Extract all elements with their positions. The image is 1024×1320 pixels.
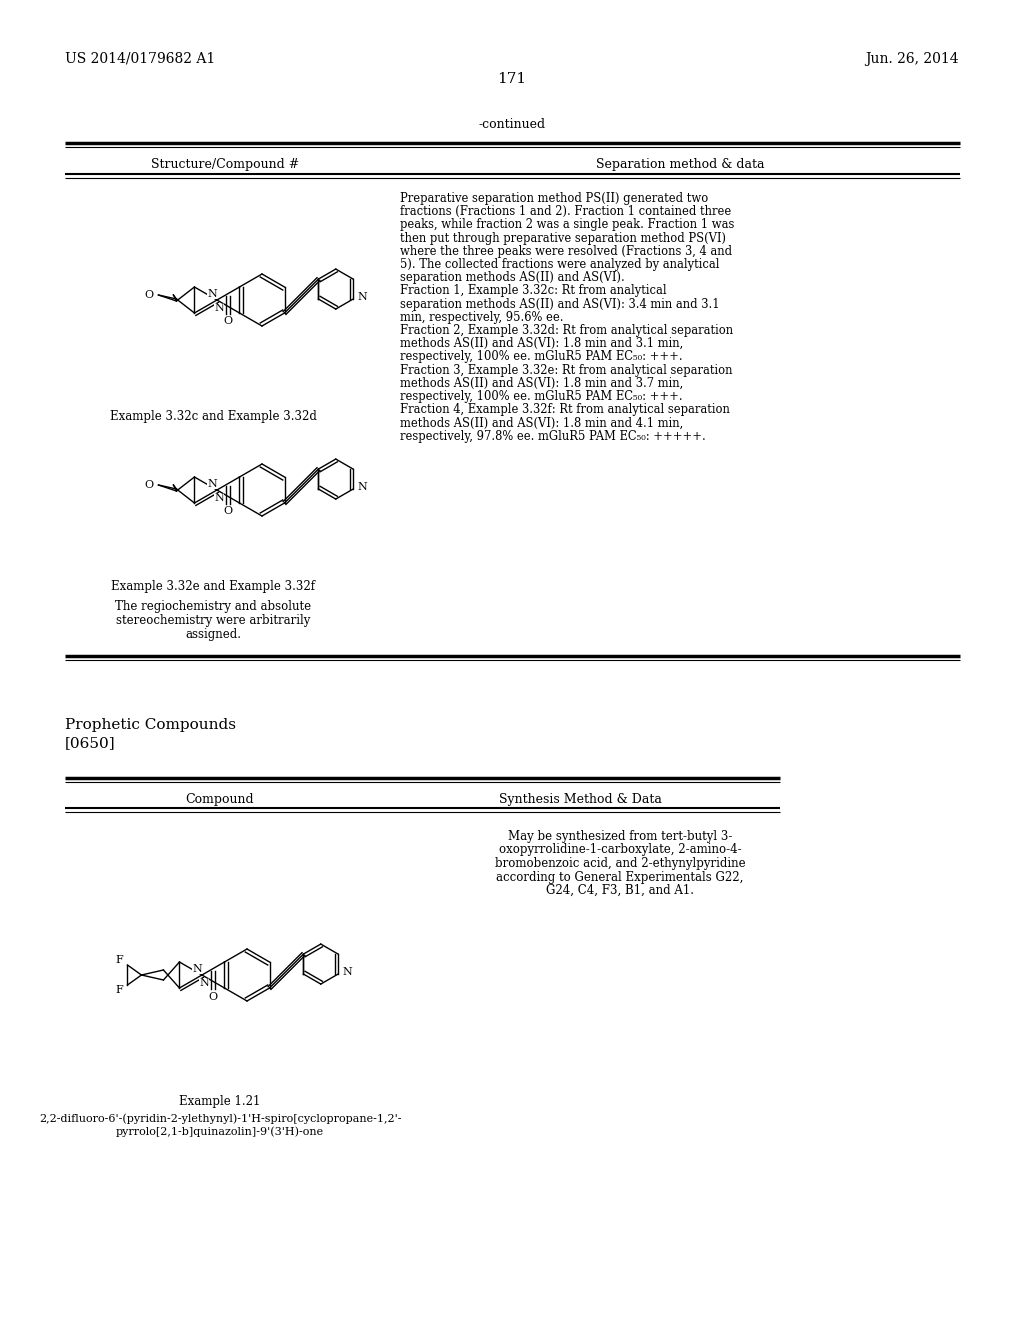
Text: where the three peaks were resolved (Fractions 3, 4 and: where the three peaks were resolved (Fra… [400,244,732,257]
Text: stereochemistry were arbitrarily: stereochemistry were arbitrarily [116,614,310,627]
Text: Example 3.32c and Example 3.32d: Example 3.32c and Example 3.32d [110,411,316,422]
Text: O: O [144,480,153,490]
Text: [0650]: [0650] [65,737,116,750]
Text: 5). The collected fractions were analyzed by analytical: 5). The collected fractions were analyze… [400,257,720,271]
Text: O: O [144,290,153,300]
Text: peaks, while fraction 2 was a single peak. Fraction 1 was: peaks, while fraction 2 was a single pea… [400,218,734,231]
Text: Separation method & data: Separation method & data [596,158,764,172]
Text: Preparative separation method PS(II) generated two: Preparative separation method PS(II) gen… [400,191,709,205]
Text: assigned.: assigned. [185,628,241,642]
Text: separation methods AS(II) and AS(VI).: separation methods AS(II) and AS(VI). [400,271,625,284]
Text: F: F [116,954,123,965]
Text: Fraction 1, Example 3.32c: Rt from analytical: Fraction 1, Example 3.32c: Rt from analy… [400,284,667,297]
Text: N: N [357,292,367,302]
Text: respectively, 97.8% ee. mGluR5 PAM EC₅₀: +++++.: respectively, 97.8% ee. mGluR5 PAM EC₅₀:… [400,429,706,442]
Text: N: N [214,304,224,313]
Text: Jun. 26, 2014: Jun. 26, 2014 [865,51,959,66]
Text: N: N [214,492,224,503]
Text: F: F [116,985,123,995]
Text: Synthesis Method & Data: Synthesis Method & Data [499,793,662,807]
Text: Fraction 2, Example 3.32d: Rt from analytical separation: Fraction 2, Example 3.32d: Rt from analy… [400,323,733,337]
Text: Fraction 3, Example 3.32e: Rt from analytical separation: Fraction 3, Example 3.32e: Rt from analy… [400,363,732,376]
Text: N: N [207,289,217,300]
Text: O: O [223,507,232,516]
Text: according to General Experimentals G22,: according to General Experimentals G22, [497,870,743,883]
Text: N: N [207,479,217,488]
Text: Example 3.32e and Example 3.32f: Example 3.32e and Example 3.32f [111,579,315,593]
Text: pyrrolo[2,1-b]quinazolin]-9'(3'H)-one: pyrrolo[2,1-b]quinazolin]-9'(3'H)-one [116,1126,324,1137]
Text: min, respectively, 95.6% ee.: min, respectively, 95.6% ee. [400,310,563,323]
Text: Fraction 4, Example 3.32f: Rt from analytical separation: Fraction 4, Example 3.32f: Rt from analy… [400,403,730,416]
Text: methods AS(II) and AS(VI): 1.8 min and 3.1 min,: methods AS(II) and AS(VI): 1.8 min and 3… [400,337,683,350]
Text: then put through preparative separation method PS(VI): then put through preparative separation … [400,231,726,244]
Text: US 2014/0179682 A1: US 2014/0179682 A1 [65,51,215,66]
Text: N: N [342,968,352,977]
Text: separation methods AS(II) and AS(VI): 3.4 min and 3.1: separation methods AS(II) and AS(VI): 3.… [400,297,720,310]
Text: The regiochemistry and absolute: The regiochemistry and absolute [115,601,311,612]
Text: Example 1.21: Example 1.21 [179,1096,261,1107]
Text: May be synthesized from tert-butyl 3-: May be synthesized from tert-butyl 3- [508,830,732,843]
Text: N: N [357,482,367,492]
Text: N: N [193,964,202,974]
Text: O: O [209,991,218,1002]
Text: respectively, 100% ee. mGluR5 PAM EC₅₀: +++.: respectively, 100% ee. mGluR5 PAM EC₅₀: … [400,350,683,363]
Text: -continued: -continued [478,117,546,131]
Text: bromobenzoic acid, and 2-ethynylpyridine: bromobenzoic acid, and 2-ethynylpyridine [495,857,745,870]
Text: O: O [223,317,232,326]
Text: 2,2-difluoro-6'-(pyridin-2-ylethynyl)-1'H-spiro[cyclopropane-1,2'-: 2,2-difluoro-6'-(pyridin-2-ylethynyl)-1'… [39,1113,401,1123]
Text: Structure/Compound #: Structure/Compound # [151,158,299,172]
Text: oxopyrrolidine-1-carboxylate, 2-amino-4-: oxopyrrolidine-1-carboxylate, 2-amino-4- [499,843,741,857]
Text: Compound: Compound [185,793,254,807]
Text: respectively, 100% ee. mGluR5 PAM EC₅₀: +++.: respectively, 100% ee. mGluR5 PAM EC₅₀: … [400,389,683,403]
Text: 171: 171 [498,73,526,86]
Text: Prophetic Compounds: Prophetic Compounds [65,718,236,733]
Text: fractions (Fractions 1 and 2). Fraction 1 contained three: fractions (Fractions 1 and 2). Fraction … [400,205,731,218]
Text: methods AS(II) and AS(VI): 1.8 min and 3.7 min,: methods AS(II) and AS(VI): 1.8 min and 3… [400,376,683,389]
Text: N: N [199,978,209,987]
Text: G24, C4, F3, B1, and A1.: G24, C4, F3, B1, and A1. [546,884,694,898]
Text: methods AS(II) and AS(VI): 1.8 min and 4.1 min,: methods AS(II) and AS(VI): 1.8 min and 4… [400,416,683,429]
